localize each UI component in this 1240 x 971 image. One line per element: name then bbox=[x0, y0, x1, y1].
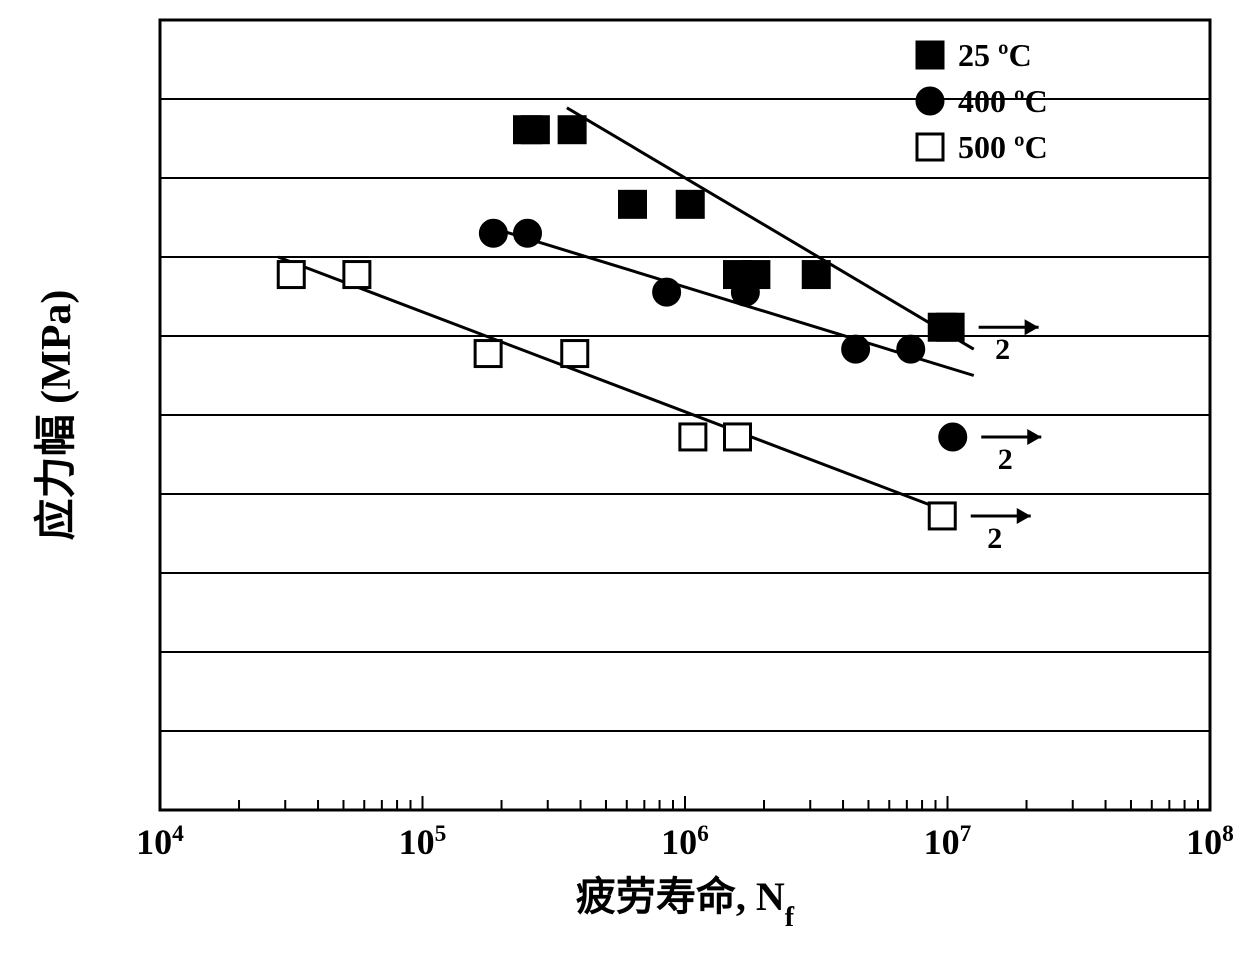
runout-label-2: 2 bbox=[987, 522, 1002, 555]
legend-label-0: 25 ºC bbox=[958, 37, 1032, 73]
marker-s2-p2 bbox=[475, 341, 501, 367]
runout-label-1: 2 bbox=[998, 443, 1013, 476]
marker-s0-p7 bbox=[803, 262, 829, 288]
legend: 25 ºC 400 ºC 500 ºC bbox=[917, 37, 1048, 165]
legend-label-1: 400 ºC bbox=[958, 83, 1048, 119]
marker-s2-p0 bbox=[278, 262, 304, 288]
marker-s1-p4 bbox=[843, 336, 869, 362]
marker-s1-p1 bbox=[515, 220, 541, 246]
marker-s1-p6 bbox=[940, 424, 966, 450]
marker-s0-p3 bbox=[620, 191, 646, 217]
marker-s0-p9 bbox=[937, 314, 963, 340]
legend-item-2: 500 ºC bbox=[917, 129, 1048, 165]
marker-s1-p5 bbox=[898, 336, 924, 362]
marker-s0-p1 bbox=[522, 117, 548, 143]
legend-item-1: 400 ºC bbox=[917, 83, 1048, 119]
y-axis-label: 应力幅 (MPa) bbox=[33, 290, 80, 541]
marker-s2-p5 bbox=[725, 424, 751, 450]
marker-s1-p0 bbox=[480, 220, 506, 246]
chart-background bbox=[0, 0, 1240, 971]
marker-s2-p3 bbox=[562, 341, 588, 367]
runout-label-0: 2 bbox=[995, 333, 1010, 366]
marker-s1-p3 bbox=[732, 279, 758, 305]
marker-s2-p6 bbox=[929, 503, 955, 529]
sn-chart: 104105106107108 222 25 ºC400 ºC500 ºC 应力… bbox=[0, 0, 1240, 971]
marker-s2-p1 bbox=[344, 262, 370, 288]
marker-s1-p2 bbox=[654, 279, 680, 305]
marker-s2-p4 bbox=[680, 424, 706, 450]
marker-s0-p4 bbox=[677, 191, 703, 217]
marker-s0-p2 bbox=[559, 117, 585, 143]
legend-item-0: 25 ºC bbox=[917, 37, 1032, 73]
legend-label-2: 500 ºC bbox=[958, 129, 1048, 165]
